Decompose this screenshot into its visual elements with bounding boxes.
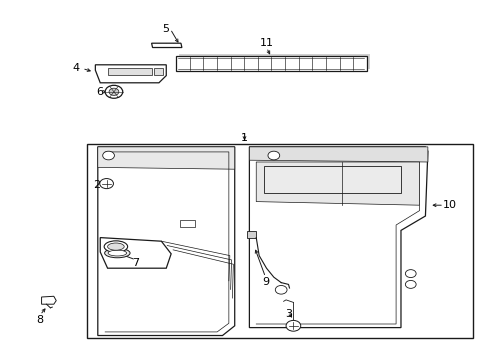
Text: 11: 11 — [259, 38, 273, 48]
Text: 5: 5 — [162, 24, 168, 34]
Polygon shape — [256, 162, 419, 205]
Circle shape — [405, 270, 415, 278]
Polygon shape — [249, 147, 427, 328]
Circle shape — [275, 285, 286, 294]
Polygon shape — [176, 56, 366, 71]
Circle shape — [109, 88, 119, 95]
Text: 4: 4 — [72, 63, 79, 73]
Circle shape — [285, 320, 300, 331]
Bar — [87, 144, 472, 338]
Circle shape — [105, 85, 122, 98]
Polygon shape — [151, 43, 182, 48]
Text: 9: 9 — [262, 276, 268, 287]
Ellipse shape — [107, 243, 124, 250]
Polygon shape — [98, 147, 234, 169]
Text: 1: 1 — [241, 132, 247, 143]
Text: 6: 6 — [96, 87, 103, 97]
Polygon shape — [98, 147, 234, 336]
Bar — [264, 166, 400, 193]
Bar — [246, 231, 255, 238]
Polygon shape — [100, 238, 171, 268]
Circle shape — [100, 179, 113, 189]
Text: 2: 2 — [93, 180, 100, 190]
Text: 7: 7 — [132, 258, 139, 268]
Text: 10: 10 — [442, 200, 456, 210]
Polygon shape — [41, 296, 56, 304]
Ellipse shape — [104, 248, 130, 258]
Polygon shape — [107, 68, 151, 75]
Polygon shape — [249, 147, 427, 162]
Polygon shape — [154, 68, 163, 75]
Circle shape — [405, 280, 415, 288]
Circle shape — [102, 151, 114, 160]
Ellipse shape — [104, 241, 127, 252]
Ellipse shape — [108, 250, 126, 256]
Text: 8: 8 — [37, 315, 43, 325]
Text: 3: 3 — [285, 309, 291, 319]
Polygon shape — [179, 54, 369, 69]
Circle shape — [267, 151, 279, 160]
Bar — [180, 220, 194, 227]
Polygon shape — [95, 65, 166, 83]
